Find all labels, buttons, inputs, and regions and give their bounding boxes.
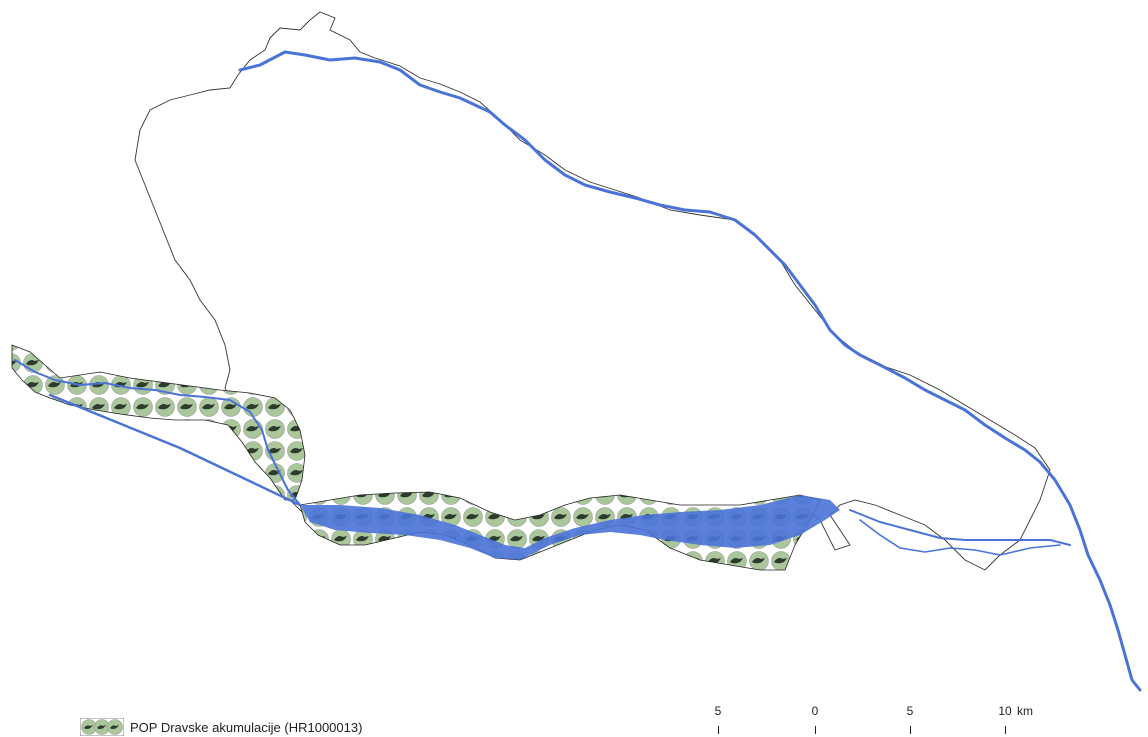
legend: POP Dravske akumulacije (HR1000013) (80, 718, 362, 736)
scale-unit: km (1017, 704, 1033, 718)
scale-tick-label: 10 (998, 704, 1012, 718)
scale-tick (1005, 726, 1006, 734)
habitat-polygon-west (11, 344, 306, 501)
bird-habitat-pattern-icon (80, 718, 124, 736)
scale-tick (815, 726, 816, 734)
scale-tick-label: 5 (906, 704, 914, 718)
drava-river-east (849, 509, 1071, 546)
scale-tick (718, 726, 719, 734)
water-network (14, 50, 1142, 692)
scale-tick-label: 0 (811, 704, 819, 718)
canal-diagonal (48, 393, 302, 507)
region-boundary (134, 11, 1051, 571)
reservoir-body (300, 495, 840, 560)
river-braid-east (859, 519, 1061, 556)
legend-label: POP Dravske akumulacije (HR1000013) (130, 719, 363, 735)
drava-river-north (238, 50, 1142, 692)
scale-tick (910, 726, 911, 734)
scale-bar: 5 0 5 10 km (690, 704, 1070, 736)
drava-river-west (14, 359, 301, 506)
scale-tick-label: 5 (714, 704, 722, 718)
